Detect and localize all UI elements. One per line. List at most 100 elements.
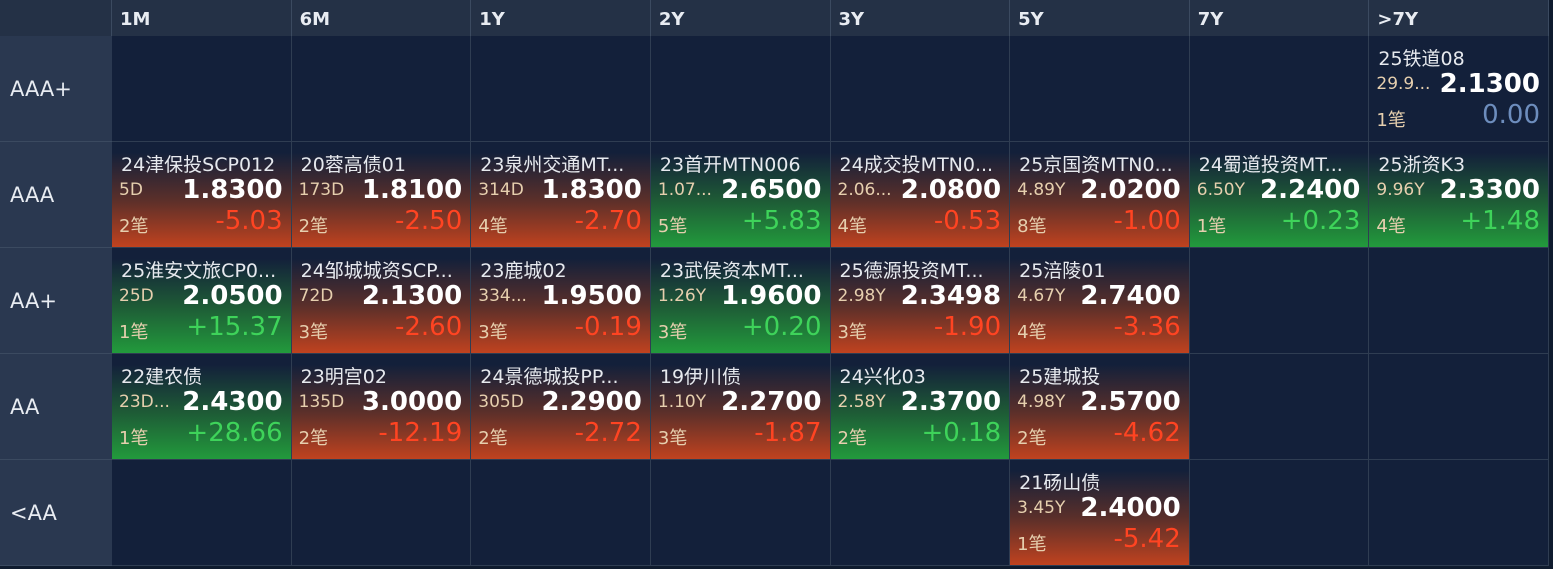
trade-count: 2笔: [119, 216, 149, 237]
bond-term: 25D: [119, 286, 154, 306]
bond-cell[interactable]: 25建城投 4.98Y 2.5700 2笔 -4.62: [1010, 354, 1190, 460]
bond-cell[interactable]: 23武侯资本MT... 1.26Y 1.9600 3笔 +0.20: [650, 248, 831, 354]
bond-cell[interactable]: 20蓉高债01 173D 1.8100 2笔 -2.50: [291, 142, 472, 248]
bond-name: 25京国资MTN0...: [1019, 154, 1173, 176]
bond-term: 23D...: [119, 392, 170, 412]
bond-cell[interactable]: 25浙资K3 9.96Y 2.3300 4笔 +1.48: [1369, 142, 1549, 248]
bond-cell[interactable]: 25京国资MTN0... 4.89Y 2.0200 8笔 -1.00: [1010, 142, 1190, 248]
row-label: AAA: [0, 142, 112, 248]
bond-cell[interactable]: 24津保投SCP012 5D 1.8300 2笔 -5.03: [112, 142, 292, 248]
bond-term: 135D: [298, 392, 345, 412]
yield-change: -2.50: [394, 206, 463, 236]
yield-change: -4.62: [1113, 418, 1181, 448]
bond-yield: 2.0500: [182, 281, 283, 311]
bond-cell[interactable]: 25淮安文旅CP0... 25D 2.0500 1笔 +15.37: [112, 248, 292, 354]
bond-term: 72D: [298, 286, 334, 306]
bond-yield: 1.9600: [721, 281, 822, 311]
empty-cell: [1189, 354, 1370, 460]
bond-term: 1.07...: [657, 180, 712, 200]
bond-name: 24兴化03: [839, 366, 926, 388]
bond-name: 20蓉高债01: [300, 154, 406, 176]
empty-cell: [1369, 248, 1549, 354]
bond-cell[interactable]: 23明宫02 135D 3.0000 2笔 -12.19: [291, 354, 472, 460]
bond-cell[interactable]: 24蜀道投资MT... 6.50Y 2.2400 1笔 +0.23: [1189, 142, 1370, 248]
bond-name: 24津保投SCP012: [121, 154, 276, 176]
column-header: 2Y: [650, 0, 831, 36]
bond-cell[interactable]: 24兴化03 2.58Y 2.3700 2笔 +0.18: [830, 354, 1011, 460]
bond-name: 23武侯资本MT...: [659, 260, 804, 282]
yield-change: -5.42: [1113, 524, 1181, 554]
bond-cell[interactable]: 25德源投资MT... 2.98Y 2.3498 3笔 -1.90: [830, 248, 1011, 354]
bond-yield: 3.0000: [361, 387, 463, 417]
bond-name: 23鹿城02: [480, 260, 567, 282]
bond-term: 1.10Y: [657, 392, 707, 412]
bond-cell[interactable]: 23鹿城02 334... 1.9500 3笔 -0.19: [471, 248, 651, 354]
bond-name: 25淮安文旅CP0...: [121, 260, 277, 282]
bond-cell[interactable]: 22建农债 23D... 2.4300 1笔 +28.66: [112, 354, 292, 460]
empty-cell: [650, 36, 831, 142]
yield-change: +0.23: [1280, 206, 1361, 236]
yield-change: -1.90: [933, 312, 1002, 342]
trade-count: 1笔: [119, 322, 149, 343]
trade-count: 1笔: [1017, 534, 1047, 555]
bond-cell[interactable]: 25涪陵01 4.67Y 2.7400 4笔 -3.36: [1010, 248, 1190, 354]
bond-cell[interactable]: 23首开MTN006 1.07... 2.6500 5笔 +5.83: [650, 142, 831, 248]
row-label: AA: [0, 354, 112, 460]
bond-cell[interactable]: 24景德城投PP... 305D 2.2900 2笔 -2.72: [471, 354, 651, 460]
bond-yield: 2.3498: [900, 281, 1002, 311]
bond-cell[interactable]: 24邹城城资SCP... 72D 2.1300 3笔 -2.60: [291, 248, 472, 354]
trade-count: 5笔: [657, 216, 688, 237]
bond-yield: 2.6500: [721, 175, 822, 205]
trade-count: 2笔: [837, 428, 867, 449]
empty-cell: [1010, 36, 1190, 142]
bond-yield: 2.1300: [1439, 69, 1540, 99]
trade-count: 3笔: [298, 322, 329, 343]
trade-count: 3笔: [478, 322, 508, 343]
yield-change: -0.53: [933, 206, 1002, 236]
row-label: <AA: [0, 460, 112, 566]
bond-cell[interactable]: 25铁道08 29.9... 2.1300 1笔 0.00: [1369, 36, 1549, 142]
bond-cell[interactable]: 23泉州交通MT... 314D 1.8300 4笔 -2.70: [471, 142, 651, 248]
empty-cell: [1369, 460, 1549, 566]
row-label: AA+: [0, 248, 112, 354]
trade-count: 2笔: [298, 428, 329, 449]
row-label: AAA+: [0, 36, 112, 142]
bond-yield: 2.4000: [1080, 493, 1181, 523]
bond-yield: 2.7400: [1080, 281, 1181, 311]
bond-yield: 2.0200: [1080, 175, 1181, 205]
bond-name: 23泉州交通MT...: [480, 154, 625, 176]
trade-count: 1笔: [1196, 216, 1227, 237]
column-header: 5Y: [1010, 0, 1190, 36]
bond-term: 1.26Y: [657, 286, 707, 306]
bond-cell[interactable]: 21砀山债 3.45Y 2.4000 1笔 -5.42: [1010, 460, 1190, 566]
bond-name: 24蜀道投资MT...: [1198, 154, 1343, 176]
bond-cell[interactable]: 19伊川债 1.10Y 2.2700 3笔 -1.87: [650, 354, 831, 460]
bond-yield: 2.2700: [721, 387, 822, 417]
column-header: 1Y: [471, 0, 651, 36]
empty-cell: [112, 36, 292, 142]
yield-change: +1.48: [1460, 206, 1540, 236]
trade-count: 3笔: [657, 322, 688, 343]
trade-count: 4笔: [1017, 322, 1047, 343]
bond-yield: 1.8300: [541, 175, 642, 205]
bond-term: 4.89Y: [1017, 180, 1066, 200]
bond-yield: 2.0800: [900, 175, 1002, 205]
yield-change: +15.37: [186, 312, 283, 342]
bond-yield: 2.3300: [1439, 175, 1540, 205]
empty-cell: [1189, 248, 1370, 354]
bond-name: 25涪陵01: [1019, 260, 1106, 282]
bond-term: 334...: [478, 286, 527, 306]
yield-change: -0.19: [574, 312, 642, 342]
bond-term: 2.98Y: [837, 286, 886, 306]
bond-yield: 1.8300: [182, 175, 283, 205]
empty-cell: [650, 460, 831, 566]
bond-name: 25德源投资MT...: [839, 260, 984, 282]
trade-count: 2笔: [478, 428, 508, 449]
empty-cell: [112, 460, 292, 566]
trade-count: 2笔: [1017, 428, 1047, 449]
bond-cell[interactable]: 24成交投MTN0... 2.06... 2.0800 4笔 -0.53: [830, 142, 1011, 248]
yield-change: -2.70: [574, 206, 642, 236]
empty-cell: [1189, 36, 1370, 142]
bond-name: 22建农债: [121, 366, 203, 388]
